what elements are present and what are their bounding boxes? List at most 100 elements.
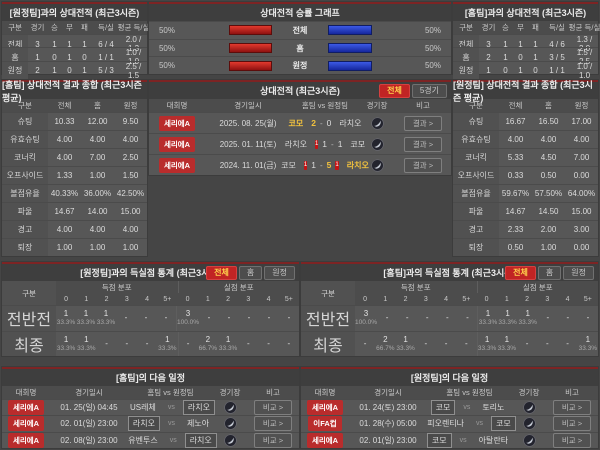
table-row: 세리에A 2025. 08. 25(월) 코모 2 - 0 라치오 [149,112,451,133]
table-header: 구분 득점 분포 실점 분포 0 1 2 3 4 5+ 0 1 2 3 4 5+ [2,281,299,305]
row-label: 최종 [2,331,56,356]
cell-home: 12.00 [87,117,108,126]
result-button[interactable]: 결과 > [403,115,443,131]
cell-match: US레체 vs 라치오 [128,400,215,416]
table-body: 전체 3 1 1 1 6 / 4 2.0 / 1.3 홈 1 0 1 0 1 /… [2,34,147,80]
table-header: 구분 득점 분포 실점 분포 0 1 2 3 4 5+ 0 1 2 3 4 5+ [301,281,598,305]
cell-avg-goals: 1.0 / 1.0 [576,61,593,80]
away-team-name: 제노아 [187,419,210,429]
stadium-icon[interactable] [522,417,536,431]
filter-button[interactable]: 전체 [206,265,237,280]
stadium-icon[interactable] [223,434,237,447]
filter-button[interactable]: 전체 [505,265,536,280]
compare-button[interactable]: 비교 > [253,400,293,416]
cell-percent: 100.0% [176,319,200,327]
column-header: 5+ [583,295,592,303]
cell-draws: 1 [518,39,523,49]
panel-title-bar: [원정팀]과의 득실점 통계 (최근3시즌) 전체 홈 원정 [2,264,299,281]
result-button[interactable]: 결과 > [403,136,443,152]
cell-count: - [566,338,569,348]
away-win-percent: 50% [424,61,441,71]
compare-button[interactable]: 비교 > [253,416,293,432]
column-header: 0 [185,295,190,303]
distribution-cell: - [116,306,136,331]
cell-stadium [359,113,395,133]
cell-draws: 1 [518,66,523,76]
column-header: 1 [205,295,210,303]
column-header: 전체 [57,101,72,110]
stadium-icon[interactable] [370,137,384,151]
column-header: 무 [517,23,524,32]
filter-button[interactable]: 원정 [264,265,295,280]
cell-total: 14.67 [54,207,75,216]
distribution-cell: 1 33.3% [578,332,598,357]
row-label: 오프사이드 [453,167,499,184]
filter-button[interactable]: 홈 [537,265,562,280]
stadium-icon[interactable] [522,401,536,414]
column-header: 홈 [94,101,101,110]
score-separator: - [319,160,323,170]
distribution-row: [원정팀]과의 득실점 통계 (최근3시즌) 전체 홈 원정 구분 득점 분포 실점… [2,262,598,356]
row-label: 원정 [453,61,479,80]
table-row: 홈 2 1 0 1 3 / 5 1.5 / 2.5 [453,47,598,67]
cell-count: - [444,338,448,348]
cell-home: 7.00 [89,153,106,162]
compare-button[interactable]: 비교 > [552,400,592,416]
column-header: 무 [66,23,73,32]
compare-button[interactable]: 비교 > [552,416,592,432]
cell-league: 세리에A [2,416,50,432]
distribution-cell: 1 33.3% [497,332,517,357]
column-header: 홈팀 vs 원정팀 [446,388,493,397]
league-badge: 세리에A [158,115,196,131]
cell-count: - [446,313,449,323]
distribution-cell: - [517,332,537,357]
cell-match: 피오렌티나 vs 코모 [427,416,516,432]
cell-percent: 33.3% [578,344,598,352]
cell-note: 결과 > [395,113,451,133]
compare-button[interactable]: 비교 > [552,432,592,448]
stadium-icon[interactable] [370,158,384,172]
cell-home: 4.00 [540,135,557,144]
cell-draws: 1 [67,39,72,49]
home-win-percent: 50% [158,43,175,53]
column-header: 패 [532,23,539,32]
column-header: 경기일시 [234,101,262,110]
stadium-icon[interactable] [522,434,536,447]
stadium-icon[interactable] [370,116,384,130]
filter-button[interactable]: 홈 [238,265,263,280]
filter-button[interactable]: 원정 [563,265,594,280]
result-button[interactable]: 결과 > [403,157,443,173]
table-header: 구분 경기 승 무 패 득/실 평균 득/실 [2,21,149,34]
cell-count: - [385,313,389,323]
away-score: 5 [326,160,332,170]
cell-stadium [359,134,395,154]
column-header: 대회명 [166,101,188,110]
graph-row-label: 원정 [292,61,308,71]
column-header: 경기장 [366,101,388,110]
row-label: 오프사이드 [2,167,48,184]
filter-button[interactable]: 5경기 [411,83,447,98]
group-header-conceded: 실점 분포 [177,281,300,293]
stadium-icon[interactable] [223,401,237,414]
home-team-name: 코모 [426,432,452,448]
table-row: 세리에A 02. 01(일) 23:00 라치오 vs 제노아 [2,415,299,432]
filter-button[interactable]: 전체 [379,83,410,98]
cell-count: - [466,313,469,323]
cell-note: 비교 > [546,416,598,432]
stadium-icon[interactable] [223,417,237,431]
cell-losses: 1 [533,39,538,49]
away-win-percent: 50% [424,43,441,53]
distribution-cell: - [97,332,117,357]
away-win-percent: 50% [424,25,441,35]
cell-total: 2.33 [507,225,524,234]
column-header: 3 [423,295,428,303]
cell-count: 1 [525,309,530,319]
row-label: 코너킥 [453,149,499,166]
away-team-name: 라치오 [339,118,362,128]
compare-button[interactable]: 비교 > [253,432,293,448]
distribution-cell: - [156,306,176,331]
cell-match: 코모 1 1 - 5 1 라치오 [281,155,369,175]
cell-count: 1 [84,334,89,344]
column-header: 1 [383,295,388,303]
cell-date: 02. 08(일) 23:00 [60,435,118,445]
